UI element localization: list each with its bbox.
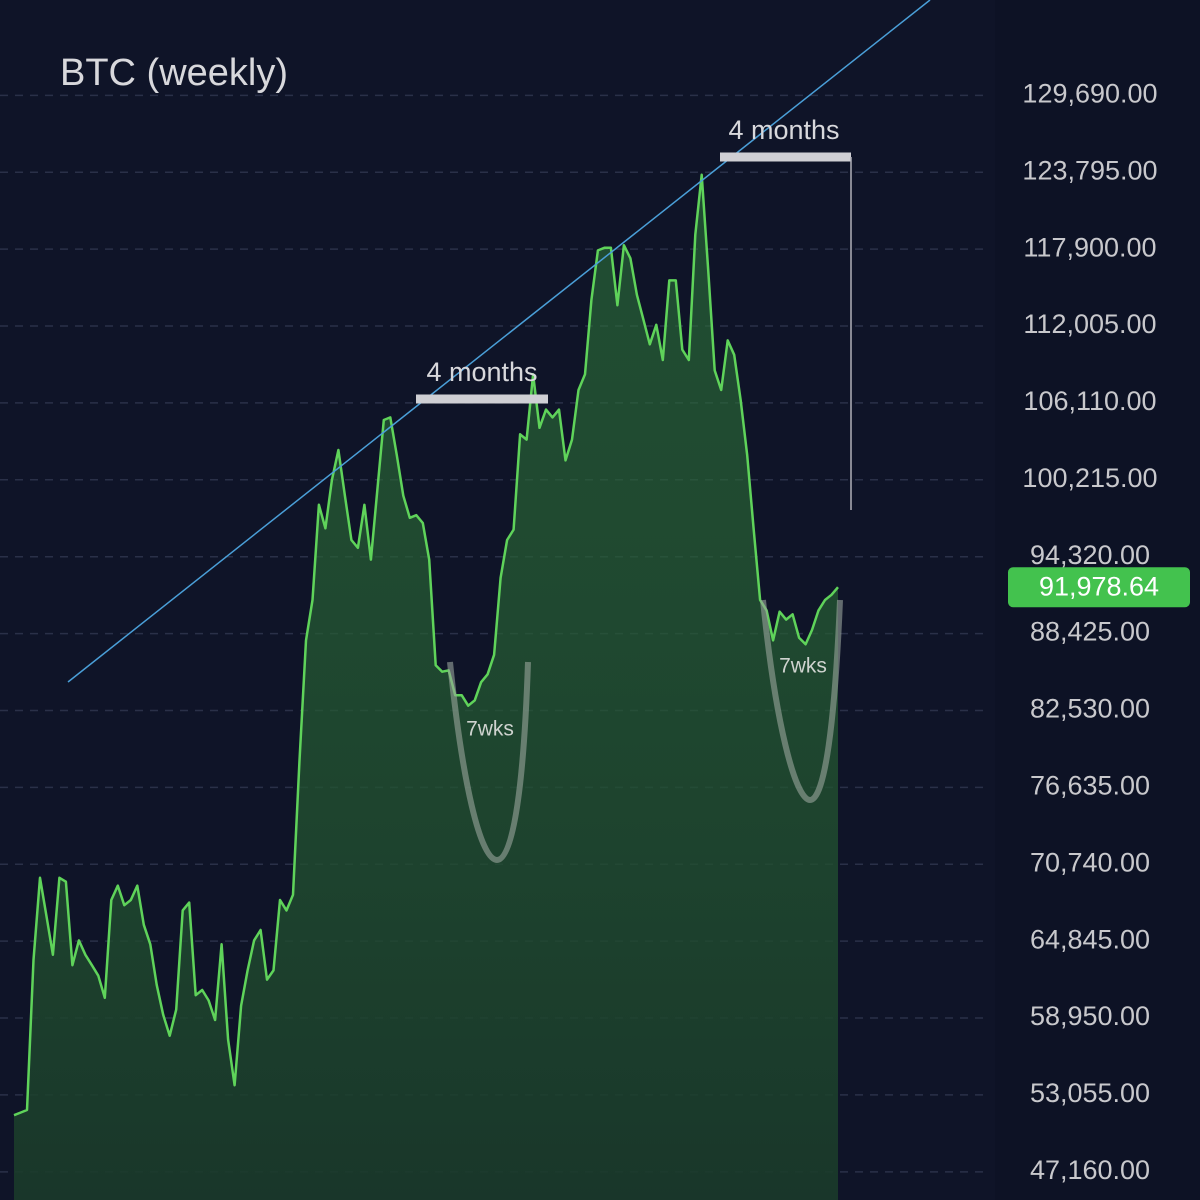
y-tick-label: 129,690.00 bbox=[1022, 78, 1157, 108]
y-tick-label: 58,950.00 bbox=[1030, 1001, 1150, 1031]
u-curve bbox=[760, 599, 843, 804]
price-tag-label: 91,978.64 bbox=[1039, 571, 1159, 601]
y-tick-label: 53,055.00 bbox=[1030, 1078, 1150, 1108]
y-tick-label: 112,005.00 bbox=[1023, 309, 1156, 339]
chart-title: BTC (weekly) bbox=[60, 52, 288, 94]
u-curve bbox=[447, 661, 531, 864]
trend-line bbox=[67, 0, 931, 683]
price-line bbox=[13, 173, 839, 1117]
y-tick-label: 94,320.00 bbox=[1030, 540, 1150, 570]
y-tick-label: 64,845.00 bbox=[1030, 924, 1150, 954]
annotation: 4 months bbox=[728, 115, 839, 145]
annotation: 4 months bbox=[426, 357, 537, 387]
y-tick-label: 106,110.00 bbox=[1023, 386, 1156, 416]
y-tick-label: 117,900.00 bbox=[1023, 232, 1156, 262]
y-tick-label: 76,635.00 bbox=[1030, 770, 1150, 800]
y-tick-label: 82,530.00 bbox=[1030, 694, 1150, 724]
price-tag bbox=[1008, 567, 1190, 608]
annotation: 7wks bbox=[779, 655, 827, 678]
y-tick-label: 100,215.00 bbox=[1022, 463, 1157, 493]
y-tick-label: 88,425.00 bbox=[1030, 617, 1150, 647]
area-fill bbox=[14, 174, 838, 1200]
y-tick-label: 47,160.00 bbox=[1030, 1155, 1150, 1185]
y-tick-label: 70,740.00 bbox=[1030, 847, 1150, 877]
annotation: 7wks bbox=[466, 718, 514, 741]
y-tick-label: 123,795.00 bbox=[1022, 155, 1157, 185]
